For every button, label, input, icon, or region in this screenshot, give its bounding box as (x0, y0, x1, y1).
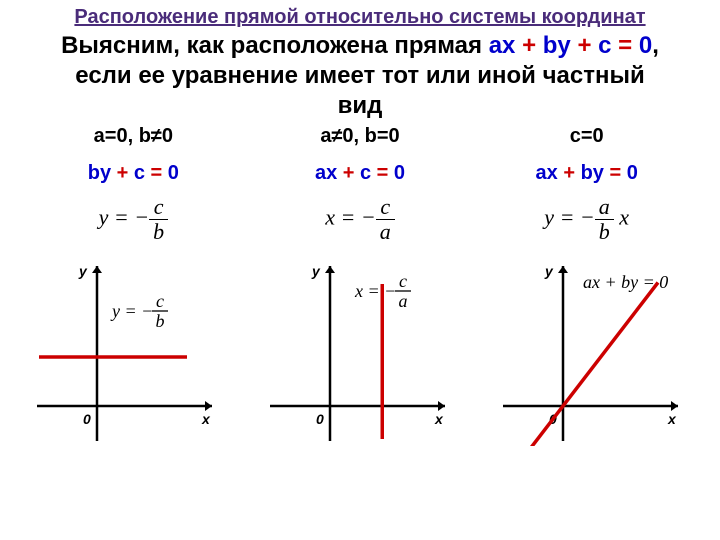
case-cond-1: a=0, b≠0 (20, 125, 247, 148)
eq2-l: ax (315, 162, 337, 184)
eq3-l: ax (536, 162, 558, 184)
case-eq-3: ax + by = 0 (473, 162, 700, 185)
eq2-r: 0 (394, 162, 405, 184)
solved-1: y = −cb (20, 195, 247, 244)
svg-text:c: c (156, 291, 164, 311)
s2-num: c (376, 195, 395, 220)
eq2-m: c (360, 162, 371, 184)
s3-trail: x (614, 205, 629, 230)
eq2-op1: + (337, 162, 360, 184)
s3-lhs: y (544, 205, 554, 230)
eq1-op2: = (145, 162, 168, 184)
eq1-r: 0 (168, 162, 179, 184)
s3-num: a (595, 195, 614, 220)
case-cond-2: a≠0, b=0 (247, 125, 474, 148)
eq1-m: c (134, 162, 145, 184)
case-eq-1: by + c = 0 (20, 162, 247, 185)
eq3-r: 0 (627, 162, 638, 184)
svg-text:ax + by = 0: ax + by = 0 (583, 272, 668, 292)
s3-den: b (595, 220, 614, 244)
svg-text:x = −: x = − (354, 281, 396, 301)
svg-text:y: y (78, 263, 88, 279)
svg-text:x: x (434, 411, 444, 427)
svg-text:0: 0 (83, 411, 91, 427)
s3-frac: ab (595, 195, 614, 244)
s3-sign: − (580, 205, 595, 230)
page-title: Расположение прямой относительно системы… (0, 0, 720, 29)
plot-1: y x 0 y = −cb (10, 256, 243, 446)
solved-3: y = −ab x (473, 195, 700, 244)
solved-row: y = −cb x = −ca y = −ab x (0, 185, 720, 244)
case-conditions-row: a=0, b≠0 a≠0, b=0 c=0 (0, 121, 720, 148)
svg-text:y: y (311, 263, 321, 279)
eq-plus1: + (515, 32, 542, 59)
s2-sign: − (361, 205, 376, 230)
eq3-op1: + (558, 162, 581, 184)
case-cond-3: c=0 (473, 125, 700, 148)
subtitle: Выясним, как расположена прямая ax + by … (0, 29, 720, 121)
eq3-op2: = (604, 162, 627, 184)
plot-2: y x 0 x = −ca (243, 256, 476, 446)
svg-text:y = −: y = − (110, 301, 153, 321)
subtitle-pre: Выясним, как расположена прямая (61, 32, 489, 59)
s1-num: c (149, 195, 168, 220)
svg-text:y: y (544, 263, 554, 279)
svg-text:c: c (399, 271, 407, 291)
case-equations-row: by + c = 0 ax + c = 0 ax + by = 0 (0, 148, 720, 185)
eq1-op1: + (111, 162, 134, 184)
eq-by: by (543, 32, 571, 59)
eq-eq: = (612, 32, 639, 59)
s2-den: a (376, 220, 395, 244)
eq-ax: ax (489, 32, 516, 59)
s1-sign: − (134, 205, 149, 230)
solved-2: x = −ca (247, 195, 474, 244)
plot-3: yx0ax + by = 0 (477, 256, 710, 446)
eq2-op2: = (371, 162, 394, 184)
s2-frac: ca (376, 195, 395, 244)
s1-den: b (149, 220, 168, 244)
svg-text:x: x (201, 411, 211, 427)
svg-text:0: 0 (316, 411, 324, 427)
plots-row: yx0y = −cb yx0x = −ca yx0ax + by = 0 (0, 244, 720, 446)
eq-zero: 0 (639, 32, 652, 59)
case-eq-2: ax + c = 0 (247, 162, 474, 185)
eq-c: c (598, 32, 611, 59)
eq-plus2: + (571, 32, 598, 59)
svg-text:x: x (667, 411, 677, 427)
s2-lhs: x (325, 205, 335, 230)
eq3-m: by (581, 162, 604, 184)
s1-frac: cb (149, 195, 168, 244)
s1-lhs: y (99, 205, 109, 230)
eq1-l: by (88, 162, 111, 184)
svg-text:b: b (155, 311, 164, 331)
svg-text:a: a (398, 291, 407, 311)
